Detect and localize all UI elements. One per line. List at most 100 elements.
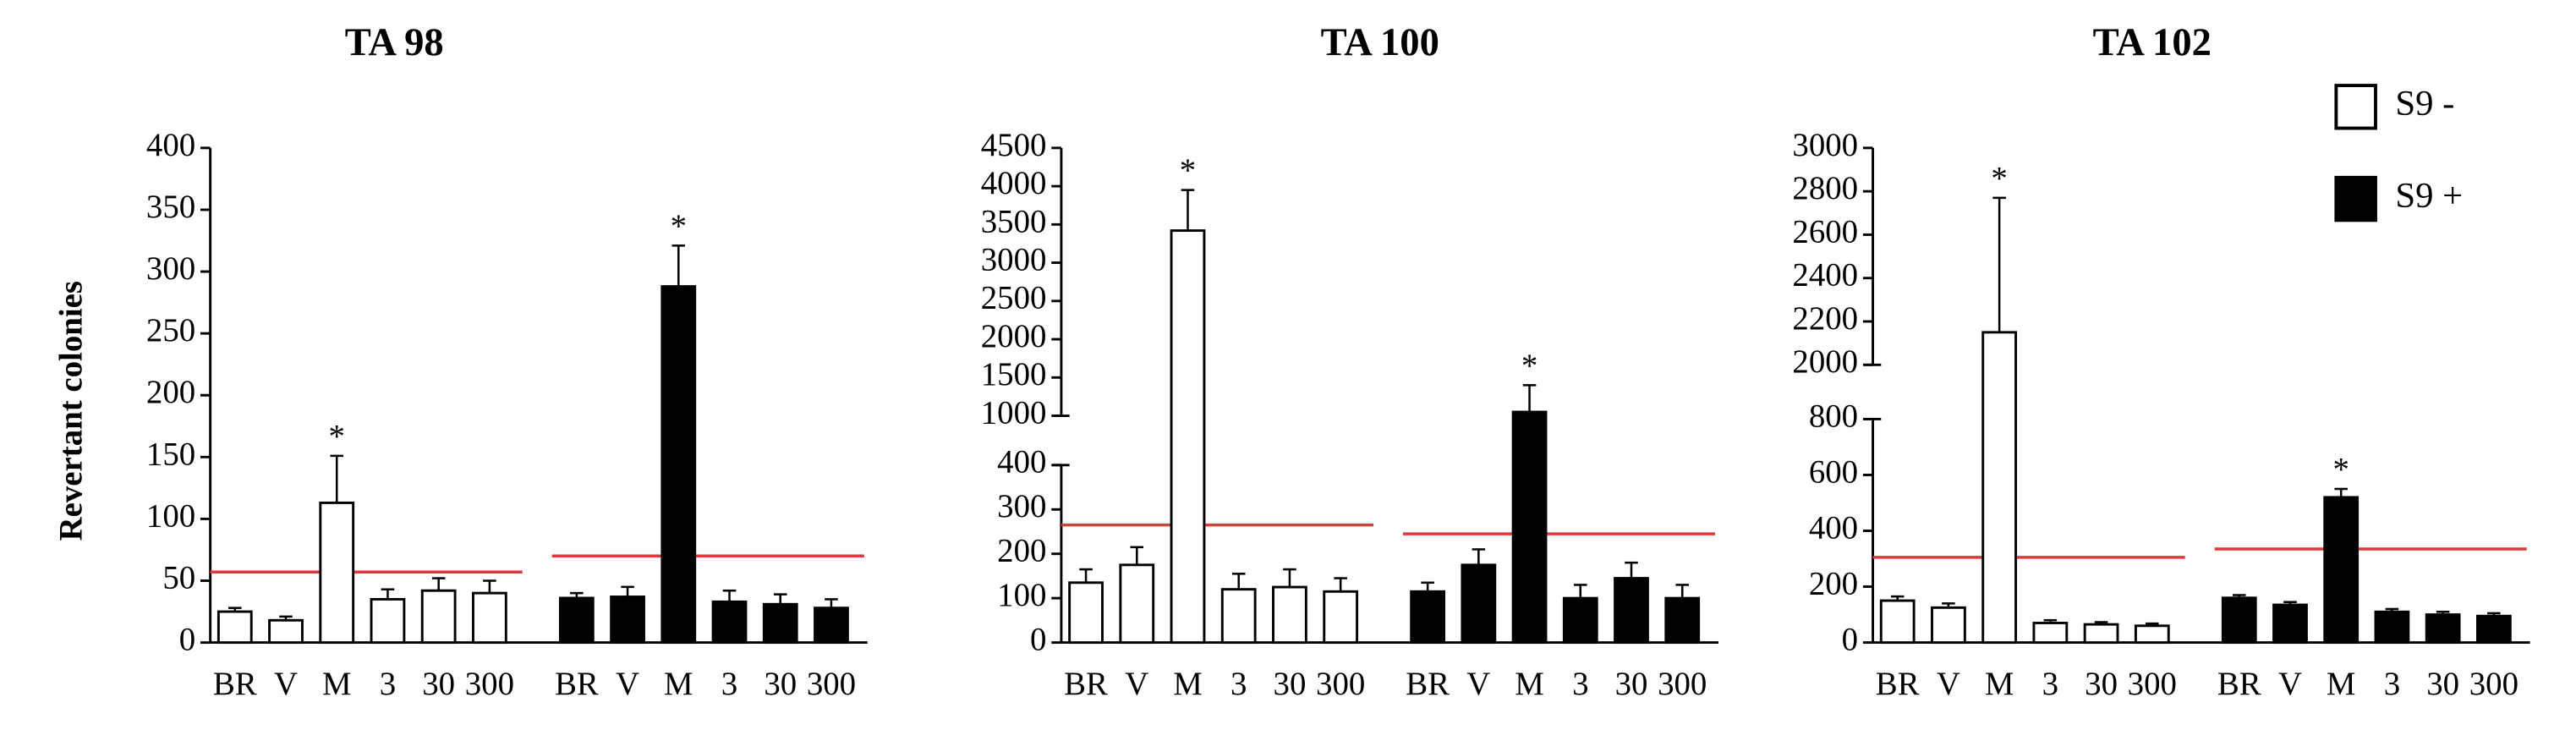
y-tick-label: 4000 [981, 165, 1047, 201]
bar [1068, 581, 1104, 645]
bar [1981, 331, 2018, 645]
y-tick-label: 400 [997, 444, 1046, 480]
y-tick-label: 100 [146, 497, 195, 534]
x-tick-label: BR [555, 666, 599, 702]
x-tick-label: V [1937, 666, 1960, 702]
x-tick-label: V [1466, 666, 1490, 702]
y-tick-label: 2200 [1792, 300, 1858, 337]
y-axis-label: Revertant colonies [52, 281, 89, 541]
x-tick-label: 300 [2128, 666, 2177, 702]
bar [2374, 610, 2410, 645]
y-tick-label: 4500 [981, 127, 1047, 163]
bar [2221, 596, 2257, 645]
x-tick-label: M [2327, 666, 2356, 702]
bar [2083, 623, 2119, 645]
bar [610, 596, 645, 645]
y-tick-label: 3000 [981, 242, 1047, 278]
y-tick-label: 800 [1809, 398, 1858, 434]
bar [711, 600, 748, 645]
x-tick-label: BR [1064, 666, 1108, 702]
bar [268, 618, 304, 645]
bar [1931, 606, 1966, 645]
y-tick-label: 400 [1809, 509, 1858, 546]
y-tick-label: 50 [162, 559, 195, 596]
bar [1614, 577, 1649, 645]
bar [370, 597, 406, 645]
bar [2134, 624, 2170, 645]
legend-swatch [2334, 175, 2377, 222]
bar [472, 591, 507, 645]
y-tick-label: 300 [997, 488, 1046, 524]
bar [2425, 613, 2461, 645]
y-tick-label: 0 [179, 622, 195, 658]
y-tick-label: 200 [1809, 565, 1858, 601]
x-tick-label: 3 [1230, 666, 1247, 702]
bar [1170, 229, 1206, 645]
x-tick-label: M [1515, 666, 1544, 702]
y-tick-label: 2400 [1792, 257, 1858, 294]
bar [1119, 563, 1155, 645]
bar [420, 589, 457, 645]
x-tick-label: 3 [2042, 666, 2058, 702]
y-tick-label: 3500 [981, 203, 1047, 239]
bar [2323, 496, 2360, 645]
x-tick-label: 30 [422, 666, 455, 702]
y-tick-label: 400 [146, 127, 195, 163]
bar [1461, 563, 1497, 645]
x-tick-label: 30 [1274, 666, 1307, 702]
bar [1410, 590, 1446, 645]
significance-mark: * [2332, 451, 2349, 487]
significance-mark: * [329, 418, 345, 454]
x-tick-label: BR [2217, 666, 2261, 702]
x-tick-label: BR [1876, 666, 1920, 702]
y-tick-label: 1000 [981, 394, 1047, 431]
significance-mark: * [671, 208, 687, 244]
bar [762, 602, 798, 645]
x-tick-label: 30 [2085, 666, 2118, 702]
y-tick-label: 0 [1842, 622, 1858, 658]
y-tick-label: 2800 [1792, 170, 1858, 206]
x-tick-label: V [616, 666, 639, 702]
x-tick-label: M [1985, 666, 2014, 702]
y-tick-label: 2500 [981, 280, 1047, 316]
y-tick-label: 150 [146, 436, 195, 472]
x-tick-label: M [1173, 666, 1203, 702]
bar [814, 607, 849, 645]
x-tick-label: V [274, 666, 298, 702]
y-tick-label: 250 [146, 312, 195, 349]
x-tick-label: 30 [2426, 666, 2459, 702]
bar [2272, 603, 2308, 645]
y-tick-label: 2600 [1792, 213, 1858, 250]
x-tick-label: 3 [1572, 666, 1588, 702]
bar [1562, 596, 1598, 645]
bar [319, 501, 355, 645]
x-tick-label: 3 [2384, 666, 2400, 702]
chart-title: TA 98 [345, 20, 444, 64]
y-tick-label: 100 [997, 577, 1046, 613]
y-tick-label: 200 [997, 533, 1046, 569]
bar [558, 596, 595, 645]
x-tick-label: 300 [807, 666, 856, 702]
x-tick-label: 300 [2469, 666, 2518, 702]
bar [1664, 596, 1701, 645]
legend-swatch [2334, 84, 2377, 130]
y-tick-label: 3000 [1792, 127, 1858, 163]
x-tick-label: 3 [380, 666, 396, 702]
bar [1323, 590, 1359, 645]
bar [2032, 622, 2069, 645]
x-tick-label: V [2278, 666, 2302, 702]
bar [1272, 585, 1307, 645]
y-tick-label: 2000 [981, 318, 1047, 354]
x-tick-label: 30 [1615, 666, 1648, 702]
x-tick-label: BR [1406, 666, 1450, 702]
significance-mark: * [1991, 160, 2007, 196]
legend-label: S9 - [2395, 84, 2454, 123]
x-tick-label: M [322, 666, 352, 702]
bar [2475, 614, 2512, 645]
x-tick-label: M [664, 666, 693, 702]
x-tick-label: V [1125, 666, 1148, 702]
y-tick-label: 0 [1030, 622, 1046, 658]
y-tick-label: 600 [1809, 453, 1858, 490]
y-tick-label: 2000 [1792, 343, 1858, 380]
